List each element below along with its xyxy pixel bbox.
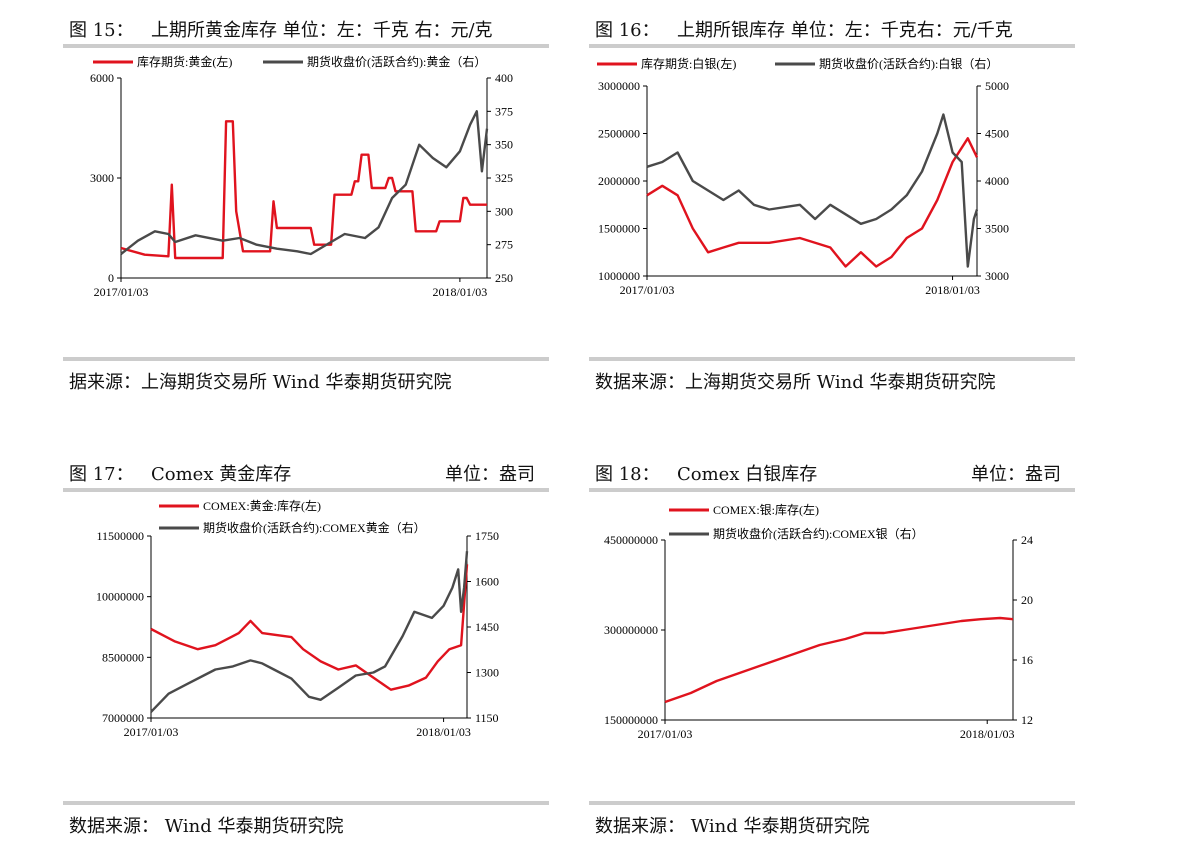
comex-gold-chart: 7000000 8500000 10000000 11500000 1150 1300 14…: [96, 498, 499, 739]
top-divider: [63, 488, 549, 492]
figure-17-panel: 图 17： Comex 黄金库存 单位：盎司 7000000 8500000 1000…: [63, 452, 549, 854]
series-line-1: [646, 137, 979, 268]
legend-label-1: 库存期货:黄金(左): [137, 54, 232, 69]
y-right-tick-label: 1750: [475, 529, 499, 543]
top-divider: [589, 44, 1075, 48]
y-left-tick-label: 450000000: [604, 533, 658, 547]
legend-label-2: 期货收盘价(活跃合约):白银（右）: [819, 56, 998, 71]
y-right-tick-label: 4500: [985, 127, 1009, 141]
y-left-tick-label: 0: [108, 271, 114, 285]
y-right-tick-label: 1150: [475, 711, 499, 725]
figure-caption: 上期所黄金库存 单位：左：千克 右：元/克: [151, 20, 493, 41]
legend-label-2: 期货收盘价(活跃合约):黄金（右）: [307, 54, 486, 69]
figure-caption: Comex 黄金库存: [151, 464, 292, 485]
series-line-2: [646, 113, 979, 268]
figure-number: 图 16：: [595, 20, 660, 41]
legend-label-2: 期货收盘价(活跃合约):COMEX黄金（右）: [203, 520, 426, 535]
figure-number: 图 17：: [69, 464, 134, 485]
y-right-tick-label: 24: [1021, 533, 1033, 547]
bottom-divider: [63, 357, 549, 361]
y-right-tick-label: 300: [495, 204, 513, 218]
bottom-divider: [589, 357, 1075, 361]
gold-inventory-chart: 0 3000 6000 250 275 300 325 350 375 400 2017/01/03…: [90, 54, 513, 299]
y-right-tick-label: 1450: [475, 620, 499, 634]
y-left-tick-label: 8500000: [102, 650, 144, 664]
figure-title: 图 17： Comex 黄金库存: [69, 460, 291, 486]
figure-title: 图 18： Comex 白银库存: [595, 460, 817, 486]
legend-label-2: 期货收盘价(活跃合约):COMEX银（右）: [713, 526, 924, 541]
y-right-tick-label: 1300: [475, 666, 499, 680]
series-line-1: [150, 564, 469, 691]
x-tick-label: 2017/01/03: [94, 285, 149, 299]
x-tick-label: 2018/01/03: [416, 725, 471, 739]
data-source: 数据来源： Wind 华泰期货研究院: [69, 816, 344, 837]
x-tick-label: 2017/01/03: [638, 727, 693, 741]
x-tick-label: 2018/01/03: [925, 283, 980, 297]
y-right-tick-label: 275: [495, 238, 513, 252]
top-divider: [589, 488, 1075, 492]
comex-silver-chart: 150000000 300000000 450000000 12 16 20 24 2017/…: [604, 502, 1033, 741]
bottom-divider: [589, 801, 1075, 805]
figure-caption: 上期所银库存 单位：左：千克右：元/千克: [677, 20, 1013, 41]
silver-inventory-chart: 1000000 1500000 2000000 2500000 3000000 3000 3…: [597, 56, 1009, 297]
y-left-tick-label: 6000: [90, 71, 114, 85]
y-right-tick-label: 20: [1021, 593, 1033, 607]
y-left-tick-label: 3000000: [598, 79, 640, 93]
y-left-tick-label: 2000000: [598, 174, 640, 188]
legend-label-1: 库存期货:白银(左): [641, 56, 736, 71]
figure-number: 图 15：: [69, 20, 134, 41]
legend-label-1: COMEX:银:库存(左): [713, 502, 819, 517]
y-right-tick-label: 4000: [985, 174, 1009, 188]
y-right-tick-label: 350: [495, 138, 513, 152]
series-line-1: [664, 616, 1014, 704]
y-left-tick-label: 2500000: [598, 127, 640, 141]
x-tick-label: 2017/01/03: [124, 725, 179, 739]
figure-caption: Comex 白银库存: [677, 464, 818, 485]
x-tick-label: 2018/01/03: [960, 727, 1015, 741]
y-left-tick-label: 1000000: [598, 269, 640, 283]
y-left-tick-label: 11500000: [96, 529, 144, 543]
x-tick-label: 2017/01/03: [620, 283, 675, 297]
y-left-tick-label: 150000000: [604, 713, 658, 727]
y-left-tick-label: 300000000: [604, 623, 658, 637]
bottom-divider: [63, 801, 549, 805]
y-right-tick-label: 400: [495, 71, 513, 85]
figure-18-panel: 图 18： Comex 白银库存 单位：盎司 150000000 300000000…: [589, 452, 1075, 854]
y-left-tick-label: 3000: [90, 171, 114, 185]
figure-15-panel: 图 15： 上期所黄金库存 单位：左：千克 右：元/克 0 3000 6000 250 2…: [63, 8, 549, 410]
figure-title: 图 16： 上期所银库存 单位：左：千克右：元/千克: [595, 16, 1013, 42]
figure-unit: 单位：盎司: [971, 464, 1061, 485]
y-right-tick-label: 3000: [985, 269, 1009, 283]
y-right-tick-label: 375: [495, 104, 513, 118]
y-right-tick-label: 325: [495, 171, 513, 185]
x-tick-label: 2018/01/03: [433, 285, 488, 299]
series-line-1: [120, 120, 487, 260]
figure-title: 图 15： 上期所黄金库存 单位：左：千克 右：元/克: [69, 16, 493, 42]
figure-number: 图 18：: [595, 464, 660, 485]
y-left-tick-label: 7000000: [102, 711, 144, 725]
y-left-tick-label: 10000000: [96, 590, 144, 604]
data-source: 数据来源：上海期货交易所 Wind 华泰期货研究院: [595, 372, 996, 393]
y-right-tick-label: 3500: [985, 222, 1009, 236]
data-source: 据来源：上海期货交易所 Wind 华泰期货研究院: [69, 372, 452, 393]
y-right-tick-label: 1600: [475, 575, 499, 589]
y-right-tick-label: 16: [1021, 653, 1033, 667]
y-right-tick-label: 12: [1021, 713, 1033, 727]
top-divider: [63, 44, 549, 48]
y-left-tick-label: 1500000: [598, 222, 640, 236]
series-line-2: [150, 551, 469, 713]
legend-label-1: COMEX:黄金:库存(左): [203, 498, 321, 513]
data-source: 数据来源： Wind 华泰期货研究院: [595, 816, 870, 837]
y-right-tick-label: 5000: [985, 79, 1009, 93]
y-right-tick-label: 250: [495, 271, 513, 285]
series-line-2: [120, 110, 489, 256]
figure-unit: 单位：盎司: [445, 464, 535, 485]
figure-16-panel: 图 16： 上期所银库存 单位：左：千克右：元/千克 1000000 1500000…: [589, 8, 1075, 410]
